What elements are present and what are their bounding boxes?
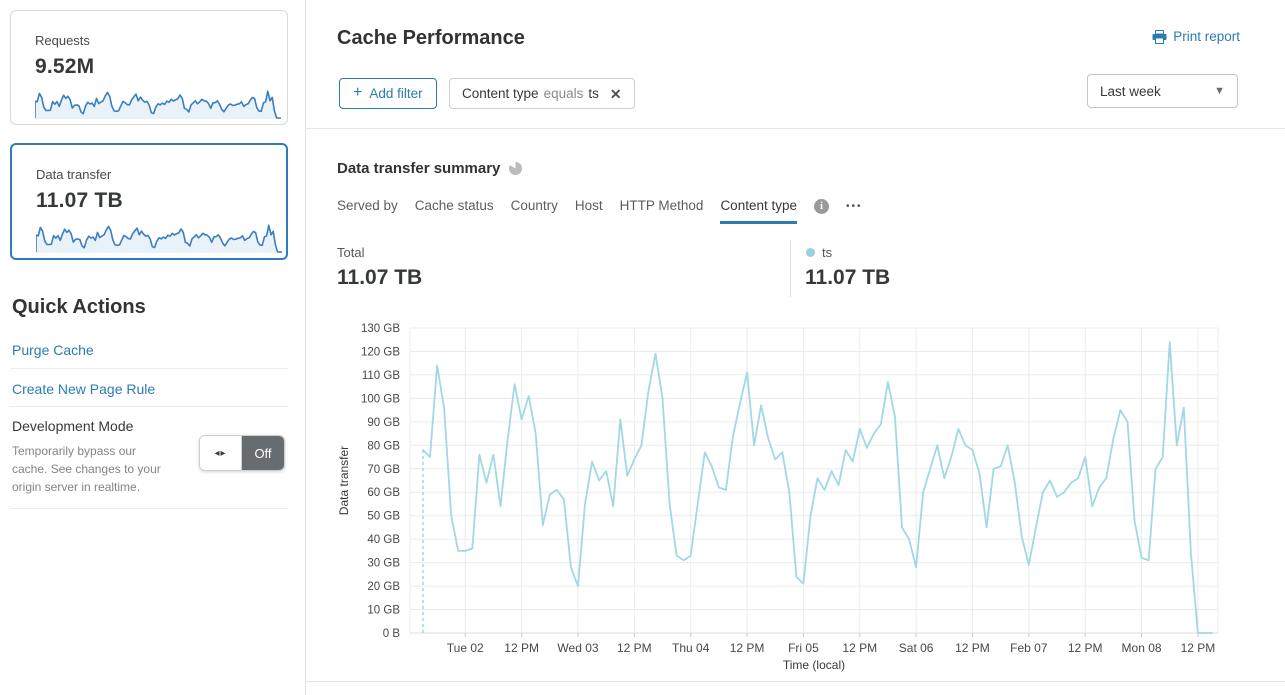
- svg-text:Feb 07: Feb 07: [1010, 641, 1048, 655]
- svg-text:12 PM: 12 PM: [955, 641, 990, 655]
- svg-text:Sat 06: Sat 06: [899, 641, 934, 655]
- data-transfer-value: 11.07 TB: [36, 189, 123, 212]
- print-report-button[interactable]: Print report: [1152, 29, 1240, 44]
- svg-text:12 PM: 12 PM: [1068, 641, 1103, 655]
- filter-chip-content-type[interactable]: Content type equals ts ✕: [449, 78, 635, 109]
- legend-series-value: 11.07 TB: [805, 266, 891, 289]
- svg-text:12 PM: 12 PM: [1181, 641, 1216, 655]
- metric-card-data-transfer[interactable]: Data transfer 11.07 TB: [10, 143, 288, 260]
- requests-label: Requests: [35, 33, 90, 48]
- legend-item-ts[interactable]: ts: [806, 245, 832, 260]
- svg-text:10 GB: 10 GB: [367, 605, 400, 617]
- svg-text:70 GB: 70 GB: [367, 464, 400, 476]
- pie-timer-icon: [509, 161, 523, 176]
- tab-content-type[interactable]: Content type: [720, 198, 797, 224]
- total-value: 11.07 TB: [337, 266, 423, 289]
- svg-text:110 GB: 110 GB: [362, 370, 400, 382]
- print-report-label: Print report: [1173, 29, 1240, 44]
- filter-value: ts: [588, 86, 599, 101]
- svg-text:80 GB: 80 GB: [367, 440, 400, 452]
- svg-text:90 GB: 90 GB: [367, 417, 400, 429]
- add-filter-button[interactable]: + Add filter: [339, 78, 437, 109]
- svg-text:0 B: 0 B: [383, 628, 401, 640]
- bottom-divider: [306, 681, 1285, 682]
- tab-http-method[interactable]: HTTP Method: [619, 198, 704, 213]
- legend-separator: [790, 240, 791, 297]
- remove-filter-icon[interactable]: ✕: [609, 85, 622, 102]
- summary-heading: Data transfer summary: [337, 160, 523, 177]
- summary-tabs: Served by Cache status Country Host HTTP Met…: [337, 198, 863, 224]
- page-title: Cache Performance: [337, 27, 525, 49]
- metric-card-requests[interactable]: Requests 9.52M: [10, 10, 288, 125]
- sidebar: Requests 9.52M Data transfer 11.07 TB Qu…: [0, 0, 306, 695]
- period-select-value: Last week: [1100, 83, 1161, 99]
- filter-operator: equals: [543, 86, 584, 101]
- add-filter-label: Add filter: [369, 86, 423, 101]
- svg-text:130 GB: 130 GB: [361, 323, 400, 335]
- quick-actions-heading: Quick Actions: [12, 296, 146, 318]
- legend-series-name: ts: [822, 245, 833, 260]
- sidebar-divider: [10, 406, 288, 407]
- main-content: Cache Performance Print report + Add fil…: [306, 0, 1285, 695]
- svg-text:100 GB: 100 GB: [361, 393, 400, 405]
- plus-icon: +: [353, 84, 363, 101]
- toggle-arrows-icon: ◂▸: [200, 436, 242, 470]
- more-tabs-button[interactable]: •••: [846, 200, 863, 212]
- tab-served-by[interactable]: Served by: [337, 198, 398, 213]
- svg-text:40 GB: 40 GB: [367, 534, 400, 546]
- development-mode-toggle[interactable]: ◂▸ Off: [199, 435, 285, 471]
- toggle-state-label: Off: [242, 436, 284, 470]
- purge-cache-link[interactable]: Purge Cache: [12, 342, 94, 358]
- svg-text:Tue 02: Tue 02: [447, 641, 484, 655]
- svg-text:50 GB: 50 GB: [367, 511, 400, 523]
- development-mode-title: Development Mode: [12, 418, 134, 434]
- info-icon[interactable]: i: [814, 198, 829, 214]
- total-label: Total: [337, 245, 365, 260]
- svg-text:12 PM: 12 PM: [617, 641, 652, 655]
- svg-text:Time (local): Time (local): [783, 658, 845, 672]
- legend-dot-icon: [806, 248, 815, 257]
- development-mode-description: Temporarily bypass our cache. See change…: [12, 444, 161, 494]
- tab-country[interactable]: Country: [510, 198, 558, 213]
- sidebar-divider: [10, 508, 288, 509]
- svg-text:Fri 05: Fri 05: [788, 641, 819, 655]
- svg-text:60 GB: 60 GB: [367, 487, 400, 499]
- summary-heading-label: Data transfer summary: [337, 160, 501, 177]
- filter-field: Content type: [462, 86, 539, 101]
- tab-cache-status[interactable]: Cache status: [414, 198, 494, 213]
- header-divider: [306, 128, 1285, 129]
- requests-sparkline: [35, 90, 281, 119]
- chevron-down-icon: ▼: [1214, 85, 1225, 97]
- data-transfer-chart[interactable]: 0 B 10 GB 20 GB 30 GB 40 GB 50 GB 60 GB 70 GB 80…: [332, 322, 1236, 678]
- requests-value: 9.52M: [35, 55, 95, 78]
- data-transfer-label: Data transfer: [36, 167, 112, 182]
- svg-text:120 GB: 120 GB: [361, 346, 400, 358]
- svg-text:Data transfer: Data transfer: [337, 446, 351, 515]
- svg-text:12 PM: 12 PM: [730, 641, 765, 655]
- period-select[interactable]: Last week ▼: [1087, 74, 1238, 108]
- svg-text:Mon 08: Mon 08: [1122, 641, 1162, 655]
- sidebar-divider: [10, 368, 288, 369]
- svg-text:12 PM: 12 PM: [504, 641, 539, 655]
- tab-host[interactable]: Host: [574, 198, 603, 213]
- svg-text:12 PM: 12 PM: [842, 641, 877, 655]
- create-page-rule-link[interactable]: Create New Page Rule: [12, 381, 156, 397]
- data-transfer-sparkline: [36, 224, 282, 253]
- svg-text:20 GB: 20 GB: [367, 581, 400, 593]
- svg-text:Thu 04: Thu 04: [672, 641, 710, 655]
- svg-text:Wed 03: Wed 03: [557, 641, 598, 655]
- printer-icon: [1152, 29, 1167, 44]
- svg-text:30 GB: 30 GB: [367, 558, 400, 570]
